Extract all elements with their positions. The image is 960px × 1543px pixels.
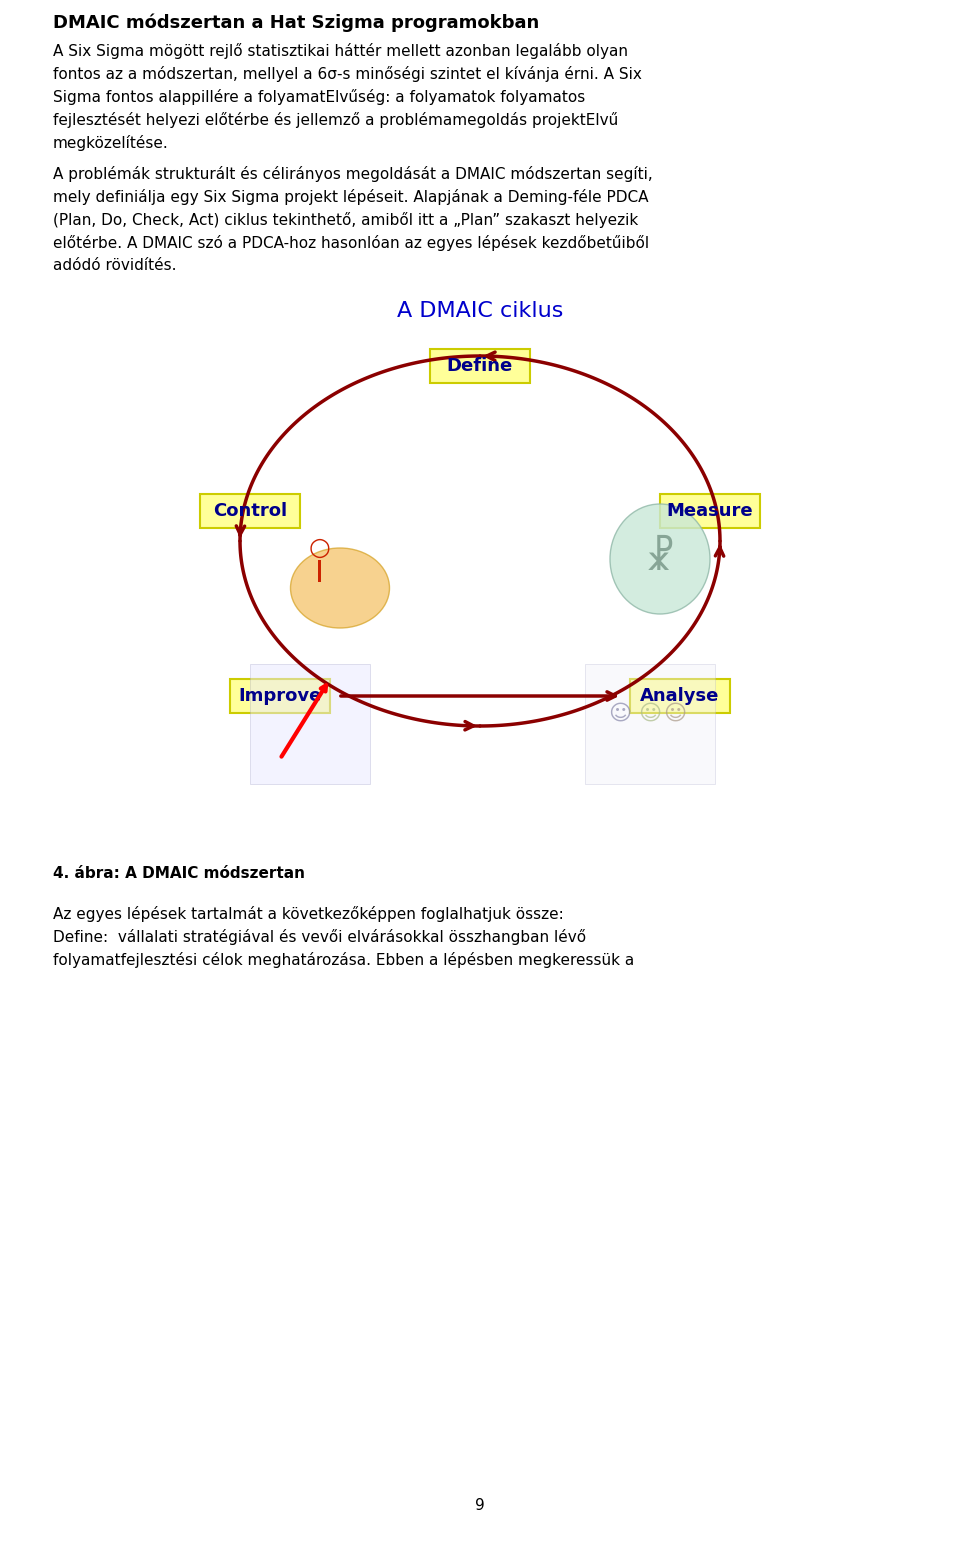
Text: megközelítése.: megközelítése. — [53, 134, 169, 151]
Text: fejlesztését helyezi előtérbe és jellemző a problémamegoldás projektElvű: fejlesztését helyezi előtérbe és jellemz… — [53, 113, 618, 128]
Text: Measure: Measure — [666, 501, 754, 520]
Text: A DMAIC ciklus: A DMAIC ciklus — [396, 301, 564, 321]
Text: fontos az a módszertan, mellyel a 6σ-s minőségi szintet el kívánja érni. A Six: fontos az a módszertan, mellyel a 6σ-s m… — [53, 66, 642, 82]
Text: 4. ábra: A DMAIC módszertan: 4. ábra: A DMAIC módszertan — [53, 866, 305, 881]
Text: Control: Control — [213, 501, 287, 520]
Text: Improve: Improve — [238, 687, 322, 705]
Text: Sigma fontos alappillére a folyamatElvűség: a folyamatok folyamatos: Sigma fontos alappillére a folyamatElvűs… — [53, 89, 586, 105]
Text: DMAIC módszertan a Hat Szigma programokban: DMAIC módszertan a Hat Szigma programokb… — [53, 12, 540, 31]
FancyBboxPatch shape — [660, 494, 760, 528]
Text: ☺: ☺ — [663, 704, 686, 724]
Ellipse shape — [610, 505, 710, 614]
Text: ☧: ☧ — [645, 540, 675, 579]
Text: Define:  vállalati stratégiával és vevői elvárásokkal összhangban lévő: Define: vállalati stratégiával és vevői … — [53, 929, 587, 944]
FancyBboxPatch shape — [630, 679, 730, 713]
Text: folyamatfejlesztési célok meghatározása. Ebben a lépésben megkeressük a: folyamatfejlesztési célok meghatározása.… — [53, 952, 635, 967]
Ellipse shape — [291, 548, 390, 628]
Text: Analyse: Analyse — [640, 687, 720, 705]
Text: A Six Sigma mögött rejlő statisztikai háttér mellett azonban legalább olyan: A Six Sigma mögött rejlő statisztikai há… — [53, 43, 628, 59]
Text: I: I — [316, 559, 324, 588]
Text: (Plan, Do, Check, Act) ciklus tekinthető, amiből itt a „Plan” szakaszt helyezik: (Plan, Do, Check, Act) ciklus tekinthető… — [53, 211, 638, 228]
FancyBboxPatch shape — [200, 494, 300, 528]
Text: ○: ○ — [309, 535, 331, 560]
Bar — [585, 663, 715, 784]
Bar — [250, 663, 370, 784]
Text: Az egyes lépések tartalmát a következőképpen foglalhatjuk össze:: Az egyes lépések tartalmát a következőké… — [53, 906, 564, 923]
Text: ☺: ☺ — [609, 704, 632, 724]
Text: mely definiálja egy Six Sigma projekt lépéseit. Alapjának a Deming-féle PDCA: mely definiálja egy Six Sigma projekt lé… — [53, 188, 649, 205]
Text: ☺: ☺ — [638, 704, 661, 724]
FancyBboxPatch shape — [230, 679, 330, 713]
Text: 9: 9 — [475, 1498, 485, 1514]
Text: Define: Define — [446, 356, 514, 375]
Text: előtérbe. A DMAIC szó a PDCA-hoz hasonlóan az egyes lépések kezdőbetűiből: előtérbe. A DMAIC szó a PDCA-hoz hasonló… — [53, 235, 649, 252]
FancyBboxPatch shape — [430, 349, 530, 383]
Text: adódó rövidítés.: adódó rövidítés. — [53, 258, 177, 273]
Text: A problémák strukturált és célirányos megoldását a DMAIC módszertan segíti,: A problémák strukturált és célirányos me… — [53, 167, 653, 182]
